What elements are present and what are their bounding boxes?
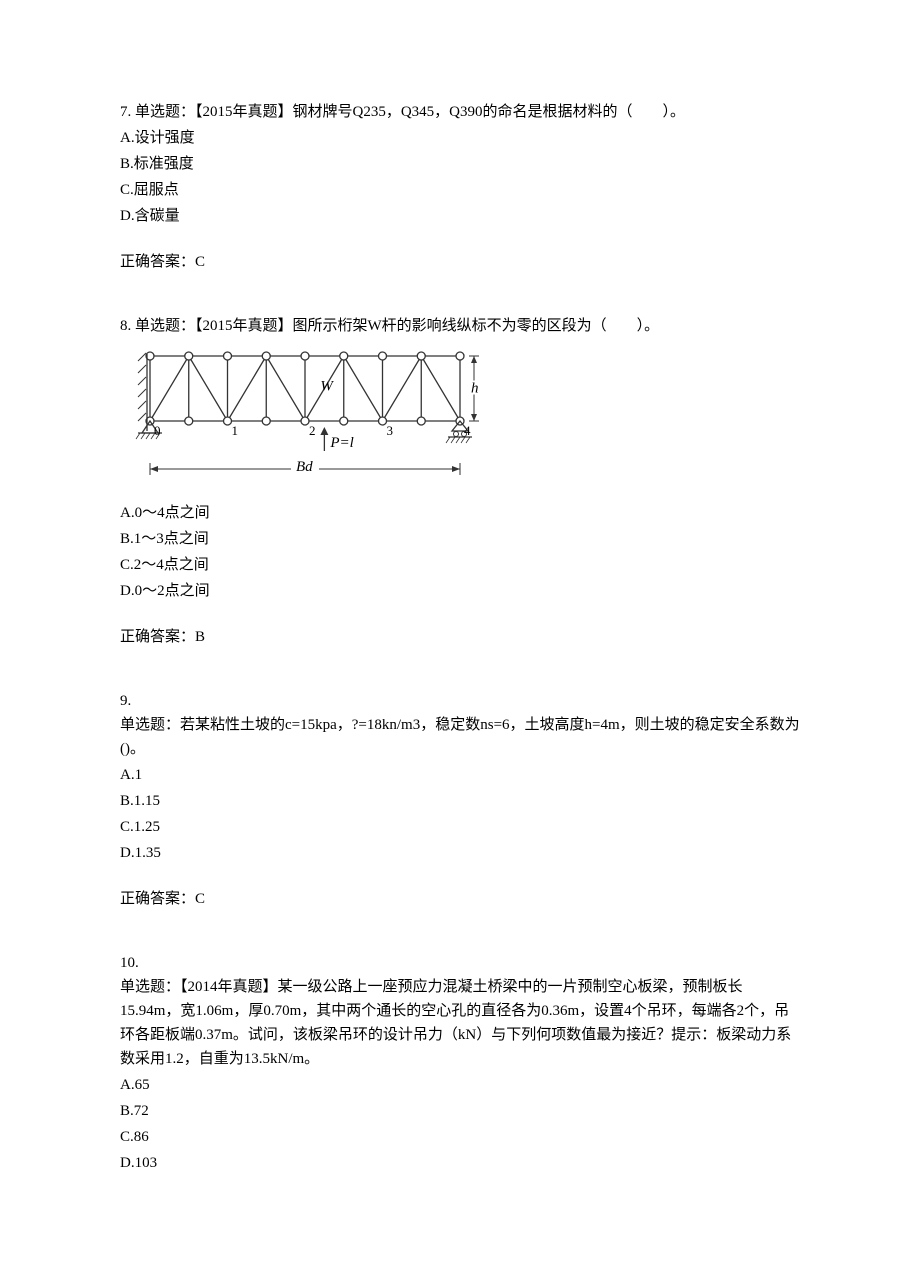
option-a: A.1 [120, 763, 800, 787]
option-b: B.72 [120, 1099, 800, 1123]
option-d: D.103 [120, 1151, 800, 1175]
question-number: 8. [120, 318, 131, 334]
option-c: C.2～4点之间 [120, 553, 800, 577]
question-number: 9. [120, 689, 800, 713]
option-b: B.1.15 [120, 789, 800, 813]
svg-text:1: 1 [232, 423, 239, 438]
svg-text:Bd: Bd [296, 459, 313, 475]
question-9: 9. 单选题：若某粘性土坡的c=15kpa，?=18kn/m3，稳定数ns=6，… [120, 689, 800, 911]
question-8: 8. 单选题：【2015年真题】图所示桁架W杆的影响线纵标不为零的区段为（ ）。… [120, 314, 800, 649]
option-c: C.屈服点 [120, 178, 800, 202]
svg-text:P=l: P=l [329, 435, 353, 451]
option-c: C.86 [120, 1125, 800, 1149]
question-10: 10. 单选题：【2014年真题】某一级公路上一座预应力混凝土桥梁中的一片预制空… [120, 951, 800, 1175]
correct-answer: 正确答案：C [120, 887, 800, 911]
question-number: 10. [120, 951, 800, 975]
svg-text:0: 0 [154, 423, 161, 438]
question-prompt: 8. 单选题：【2015年真题】图所示桁架W杆的影响线纵标不为零的区段为（ ）。 [120, 314, 800, 338]
correct-answer: 正确答案：B [120, 625, 800, 649]
correct-answer: 正确答案：C [120, 250, 800, 274]
question-body: 单选题：【2015年真题】图所示桁架W杆的影响线纵标不为零的区段为（ ）。 [135, 318, 659, 334]
option-d: D.含碳量 [120, 204, 800, 228]
question-prompt: 单选题：若某粘性土坡的c=15kpa，?=18kn/m3，稳定数ns=6，土坡高… [120, 713, 800, 761]
question-7: 7. 单选题：【2015年真题】钢材牌号Q235，Q345，Q390的命名是根据… [120, 100, 800, 274]
option-b: B.标准强度 [120, 152, 800, 176]
svg-text:4: 4 [464, 423, 471, 438]
question-body: 单选题：【2015年真题】钢材牌号Q235，Q345，Q390的命名是根据材料的… [135, 104, 685, 120]
truss-figure: W 0 1 2 3 4 P=l Bd h [120, 346, 800, 496]
option-a: A.0～4点之间 [120, 501, 800, 525]
truss-diagram: W 0 1 2 3 4 P=l Bd h [120, 346, 480, 496]
svg-text:W: W [320, 379, 334, 395]
svg-text:3: 3 [387, 423, 394, 438]
question-prompt: 7. 单选题：【2015年真题】钢材牌号Q235，Q345，Q390的命名是根据… [120, 100, 800, 124]
option-a: A.设计强度 [120, 126, 800, 150]
option-d: D.0～2点之间 [120, 579, 800, 603]
option-c: C.1.25 [120, 815, 800, 839]
svg-text:h: h [471, 381, 479, 397]
option-d: D.1.35 [120, 841, 800, 865]
svg-text:2: 2 [309, 423, 316, 438]
option-a: A.65 [120, 1073, 800, 1097]
question-prompt: 单选题：【2014年真题】某一级公路上一座预应力混凝土桥梁中的一片预制空心板梁，… [120, 975, 800, 1071]
option-b: B.1～3点之间 [120, 527, 800, 551]
question-number: 7. [120, 104, 131, 120]
